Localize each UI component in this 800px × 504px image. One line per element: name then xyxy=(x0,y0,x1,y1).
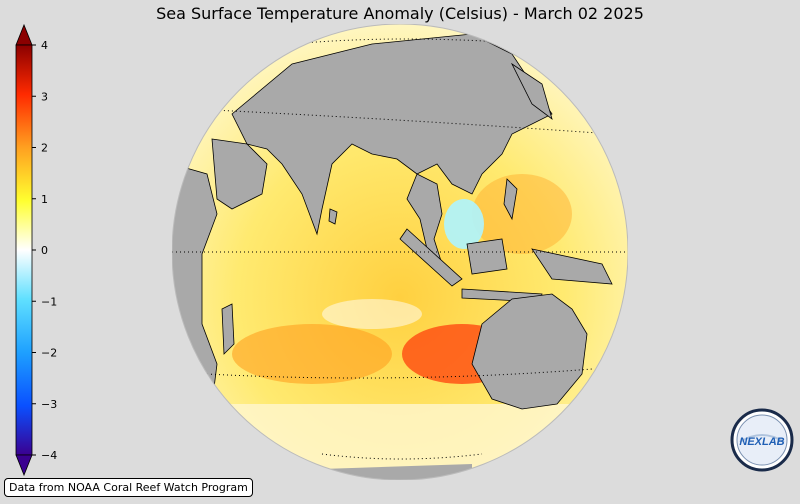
cool-anomaly-patch xyxy=(444,199,484,249)
graticule xyxy=(172,38,628,460)
colorbar-tick-label: −4 xyxy=(41,449,57,462)
land-philippines xyxy=(503,178,518,221)
colorbar-tick-label: 4 xyxy=(41,39,48,52)
colorbar-tick-label: −2 xyxy=(41,347,57,360)
logo-text: NEXLAB xyxy=(739,436,784,448)
land-madagascar xyxy=(221,303,235,355)
land-sri-lanka xyxy=(328,208,338,225)
map-title: Sea Surface Temperature Anomaly (Celsius… xyxy=(156,4,644,23)
warm-anomaly-patch xyxy=(472,174,572,254)
colorbar-tick-label: 1 xyxy=(41,193,48,206)
land-asia xyxy=(231,33,553,236)
land-arabia xyxy=(211,138,268,210)
data-credit: Data from NOAA Coral Reef Watch Program xyxy=(4,478,253,497)
globe-map xyxy=(171,23,629,484)
nexlab-logo-icon[interactable]: NEXLAB xyxy=(730,408,794,476)
colorbar-tick-label: 2 xyxy=(41,142,48,155)
colorbar-max-arrow xyxy=(15,23,33,46)
land-new-guinea xyxy=(531,248,613,285)
land-japan xyxy=(510,62,553,121)
colorbar-min-arrow xyxy=(15,454,33,477)
colorbar-tick-label: −3 xyxy=(41,398,57,411)
colorbar: 4 3 2 1 0 −1 −2 −3 −4 xyxy=(0,0,80,500)
colorbar-tick-label: 0 xyxy=(41,244,48,257)
colorbar-bar xyxy=(15,44,33,456)
warm-anomaly-patch xyxy=(232,324,392,384)
cool-anomaly-patch xyxy=(322,299,422,329)
land-australia xyxy=(471,293,588,410)
colorbar-tick-label: 3 xyxy=(41,90,48,103)
colorbar-tick-label: −1 xyxy=(41,295,57,308)
